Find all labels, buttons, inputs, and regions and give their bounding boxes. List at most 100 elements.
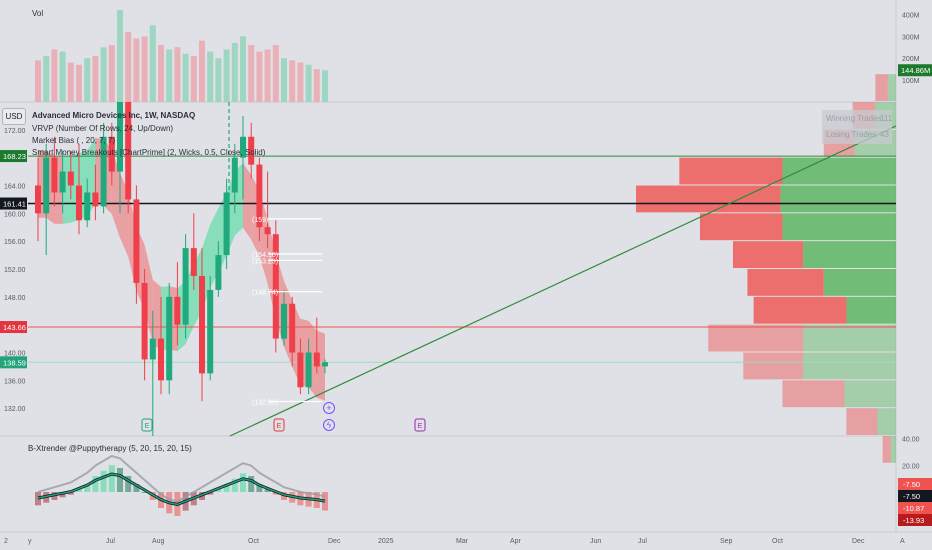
osc-tag-label: -7.50 xyxy=(903,480,920,489)
indicator-smart-money[interactable]: Smart Money Breakouts [ChartPrime] (2, W… xyxy=(32,148,266,157)
stat-losing-label: Losing Trades xyxy=(826,130,876,139)
volume-bar xyxy=(199,40,205,102)
price-axis-label: 148.00 xyxy=(4,295,26,302)
symbol-title[interactable]: Advanced Micro Devices Inc, 1W, NASDAQ xyxy=(32,111,196,120)
event-marker[interactable] xyxy=(273,418,285,432)
oscillator-title[interactable]: B-Xtrender @Puppytherapy (5, 20, 15, 20,… xyxy=(28,444,192,453)
time-axis-label: 2 xyxy=(4,538,8,545)
candle-body xyxy=(125,102,132,200)
volume-bar xyxy=(322,70,328,102)
candle-body xyxy=(223,192,230,256)
volume-bar xyxy=(313,69,320,102)
candle-body xyxy=(43,157,50,214)
svg-text:+: + xyxy=(326,403,331,413)
price-axis-label: 132.00 xyxy=(4,406,26,413)
profile-down xyxy=(708,324,804,352)
lightning-icon[interactable] xyxy=(323,419,335,431)
profile-down xyxy=(875,74,888,101)
candlesticks xyxy=(35,102,328,436)
candle-body xyxy=(256,164,263,228)
trend-line[interactable] xyxy=(229,125,897,437)
profile-up xyxy=(803,241,896,268)
event-marker[interactable] xyxy=(414,418,426,432)
candle-body xyxy=(59,171,66,193)
candle-body xyxy=(199,275,205,374)
time-axis-label: Oct xyxy=(772,538,783,545)
volume-bar xyxy=(100,47,107,102)
osc-bar xyxy=(133,484,140,492)
volume-bar xyxy=(231,42,238,102)
price-tags: 168.23 161.41 143.66 138.59 xyxy=(0,150,27,369)
profile-down xyxy=(679,157,783,185)
time-axis-label: Sep xyxy=(720,538,733,545)
profile-up xyxy=(890,436,896,463)
candle-body xyxy=(67,171,74,186)
candle-body xyxy=(84,192,91,221)
candle-body xyxy=(141,282,148,360)
candle-body xyxy=(149,338,156,360)
profile-down xyxy=(747,269,824,296)
price-tag-bg xyxy=(0,150,27,163)
volume-bar xyxy=(133,38,140,102)
volume-bar xyxy=(264,49,271,102)
volume-bar xyxy=(35,60,41,102)
plus-icon[interactable] xyxy=(323,402,335,414)
profile-up xyxy=(877,408,896,435)
osc-bar xyxy=(84,484,91,492)
profile-up xyxy=(887,74,896,101)
time-axis-label: Jul xyxy=(638,538,647,545)
stat-losing-value: 43 xyxy=(880,130,889,139)
osc-bar xyxy=(117,468,123,492)
volume-bar xyxy=(272,45,279,102)
indicator-vrvp[interactable]: VRVP (Number Of Rows, 24, Up/Down) xyxy=(32,124,174,133)
price-level-lines xyxy=(28,155,896,363)
price-tag-label: 138.59 xyxy=(3,358,26,367)
price-axis-label: 156.00 xyxy=(4,239,26,246)
osc-tag-bg xyxy=(898,502,932,514)
time-axis: 2 y Jul Aug Oct Dec 2025 Mar Apr Jun Jul Sep Oct Dec A xyxy=(4,538,905,545)
profile-up xyxy=(780,185,896,213)
candle-body xyxy=(322,362,328,367)
time-axis-label: Oct xyxy=(248,538,259,545)
candle-body xyxy=(190,248,197,276)
volume-bar xyxy=(67,62,74,102)
osc-bar xyxy=(125,476,132,492)
time-axis-label: Aug xyxy=(152,538,165,545)
profile-down xyxy=(782,380,845,408)
osc-tag-bg xyxy=(898,514,932,526)
currency-button[interactable]: USD xyxy=(2,108,26,125)
indicator-market-bias[interactable]: Market Bias ( , 20, 7, 7) xyxy=(32,136,116,145)
osc-long-line xyxy=(37,454,326,503)
osc-bar xyxy=(100,470,107,492)
volume-bar xyxy=(149,25,156,102)
osc-bar xyxy=(92,476,99,492)
b-xtrender-oscillator xyxy=(35,454,328,516)
candle-body xyxy=(264,227,271,235)
volume-bar xyxy=(117,10,123,102)
volume-bar xyxy=(248,45,255,102)
candle-body xyxy=(305,352,312,388)
price-tag-label: 161.41 xyxy=(3,200,26,209)
candle-body xyxy=(281,303,287,339)
volume-bar xyxy=(76,64,82,102)
time-axis-label: Dec xyxy=(328,538,341,545)
volume-axis: 400M 300M 200M 100M 144.86M xyxy=(898,12,932,85)
time-axis-label: Dec xyxy=(852,538,865,545)
breakout-level-label: (148.74) xyxy=(252,290,278,297)
price-tag-label: 168.23 xyxy=(3,152,26,161)
volume-bar xyxy=(207,51,214,102)
volume-bar xyxy=(141,36,148,102)
volume-bar xyxy=(305,64,312,102)
candle-body xyxy=(35,185,41,214)
bias-segment xyxy=(316,330,325,401)
volume-profile xyxy=(636,74,896,463)
event-marker[interactable] xyxy=(141,418,153,432)
volume-axis-label: 200M xyxy=(902,56,920,63)
osc-signal-line xyxy=(37,473,326,506)
osc-bar xyxy=(207,492,214,495)
osc-bar xyxy=(272,492,279,495)
time-axis-label: y xyxy=(28,538,32,545)
profile-down xyxy=(743,352,804,380)
volume-bar xyxy=(289,60,296,102)
candle-body xyxy=(182,248,189,325)
